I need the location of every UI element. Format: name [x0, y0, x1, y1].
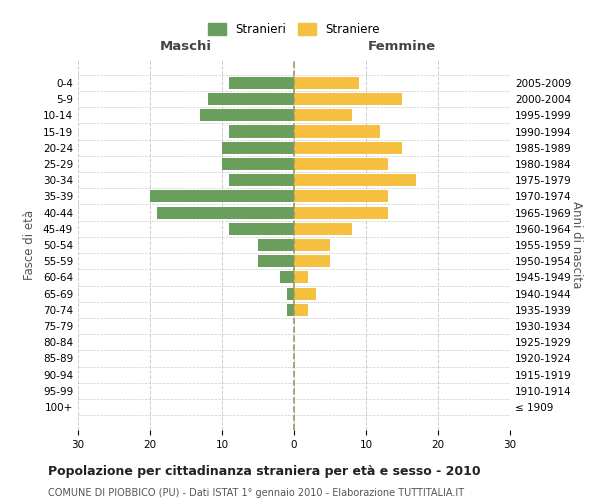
Bar: [294, 109, 352, 122]
Bar: [229, 222, 294, 235]
Bar: [294, 288, 316, 300]
Text: COMUNE DI PIOBBICO (PU) - Dati ISTAT 1° gennaio 2010 - Elaborazione TUTTITALIA.I: COMUNE DI PIOBBICO (PU) - Dati ISTAT 1° …: [48, 488, 464, 498]
Bar: [258, 255, 294, 268]
Bar: [150, 190, 294, 202]
Text: Popolazione per cittadinanza straniera per età e sesso - 2010: Popolazione per cittadinanza straniera p…: [48, 465, 481, 478]
Bar: [294, 206, 388, 218]
Text: Femmine: Femmine: [368, 40, 436, 52]
Y-axis label: Fasce di età: Fasce di età: [23, 210, 36, 280]
Bar: [287, 304, 294, 316]
Bar: [294, 222, 352, 235]
Bar: [200, 109, 294, 122]
Bar: [294, 158, 388, 170]
Bar: [294, 239, 330, 251]
Bar: [294, 142, 402, 154]
Bar: [294, 304, 308, 316]
Bar: [280, 272, 294, 283]
Legend: Stranieri, Straniere: Stranieri, Straniere: [203, 18, 385, 40]
Bar: [258, 239, 294, 251]
Bar: [222, 142, 294, 154]
Bar: [229, 77, 294, 89]
Bar: [287, 288, 294, 300]
Bar: [229, 174, 294, 186]
Bar: [294, 255, 330, 268]
Bar: [294, 126, 380, 138]
Y-axis label: Anni di nascita: Anni di nascita: [570, 202, 583, 288]
Bar: [208, 93, 294, 105]
Bar: [294, 93, 402, 105]
Bar: [294, 190, 388, 202]
Bar: [222, 158, 294, 170]
Bar: [294, 272, 308, 283]
Text: Maschi: Maschi: [160, 40, 212, 52]
Bar: [157, 206, 294, 218]
Bar: [229, 126, 294, 138]
Bar: [294, 174, 416, 186]
Bar: [294, 77, 359, 89]
